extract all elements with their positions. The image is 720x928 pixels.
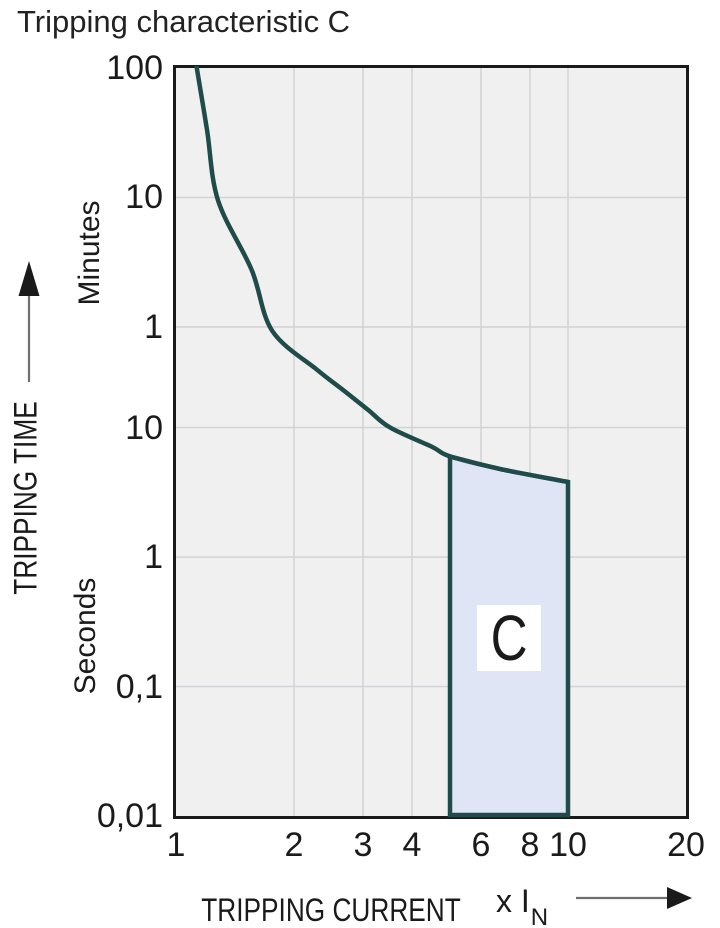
y-axis-unit-minutes: Minutes xyxy=(73,200,106,306)
x-axis-title: TRIPPING CURRENT xyxy=(201,892,461,928)
region-label-box: C xyxy=(477,605,541,671)
x-tick-label: 4 xyxy=(402,826,422,864)
x-tick-label: 8 xyxy=(520,826,540,864)
x-tick-label: 1 xyxy=(166,826,186,864)
x-axis-multiplier-prefix: x I xyxy=(496,883,530,919)
y-axis-title: TRIPPING TIME xyxy=(7,401,44,595)
plot-background xyxy=(174,66,688,818)
x-axis-multiplier-subscript: N xyxy=(530,904,549,928)
y-tick-label: 0,1 xyxy=(115,668,163,706)
x-tick-label: 3 xyxy=(353,826,373,864)
x-tick-label: 2 xyxy=(284,826,304,864)
y-tick-label: 100 xyxy=(106,49,163,87)
y-tick-label: 10 xyxy=(125,178,163,216)
region-label: C xyxy=(490,602,528,674)
x-axis-multiplier: x IN xyxy=(496,883,548,928)
x-tick-label: 20 xyxy=(667,826,705,864)
chart-title: Tripping characteristic C xyxy=(17,4,351,39)
x-tick-label: 10 xyxy=(549,826,587,864)
y-axis-arrow-up-icon xyxy=(18,261,40,382)
y-tick-label: 1 xyxy=(144,538,163,576)
plot-border xyxy=(173,65,689,819)
x-tick-label: 6 xyxy=(471,826,491,864)
y-tick-label: 10 xyxy=(125,409,163,447)
y-tick-label: 0,01 xyxy=(96,797,163,835)
gridlines xyxy=(176,68,686,816)
x-axis-arrow-right-icon xyxy=(576,887,692,909)
tripping-curve xyxy=(194,66,569,485)
y-tick-label: 1 xyxy=(144,308,163,346)
